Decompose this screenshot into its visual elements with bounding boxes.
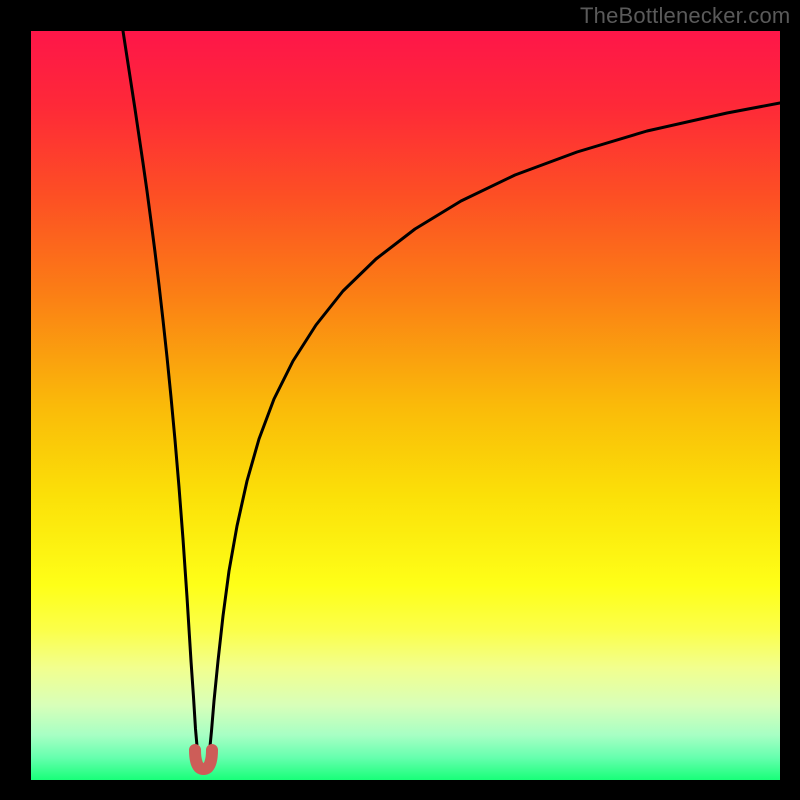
gradient-background	[31, 31, 780, 780]
bottleneck-plot	[31, 31, 780, 780]
attribution-text: TheBottlenecker.com	[580, 3, 790, 29]
